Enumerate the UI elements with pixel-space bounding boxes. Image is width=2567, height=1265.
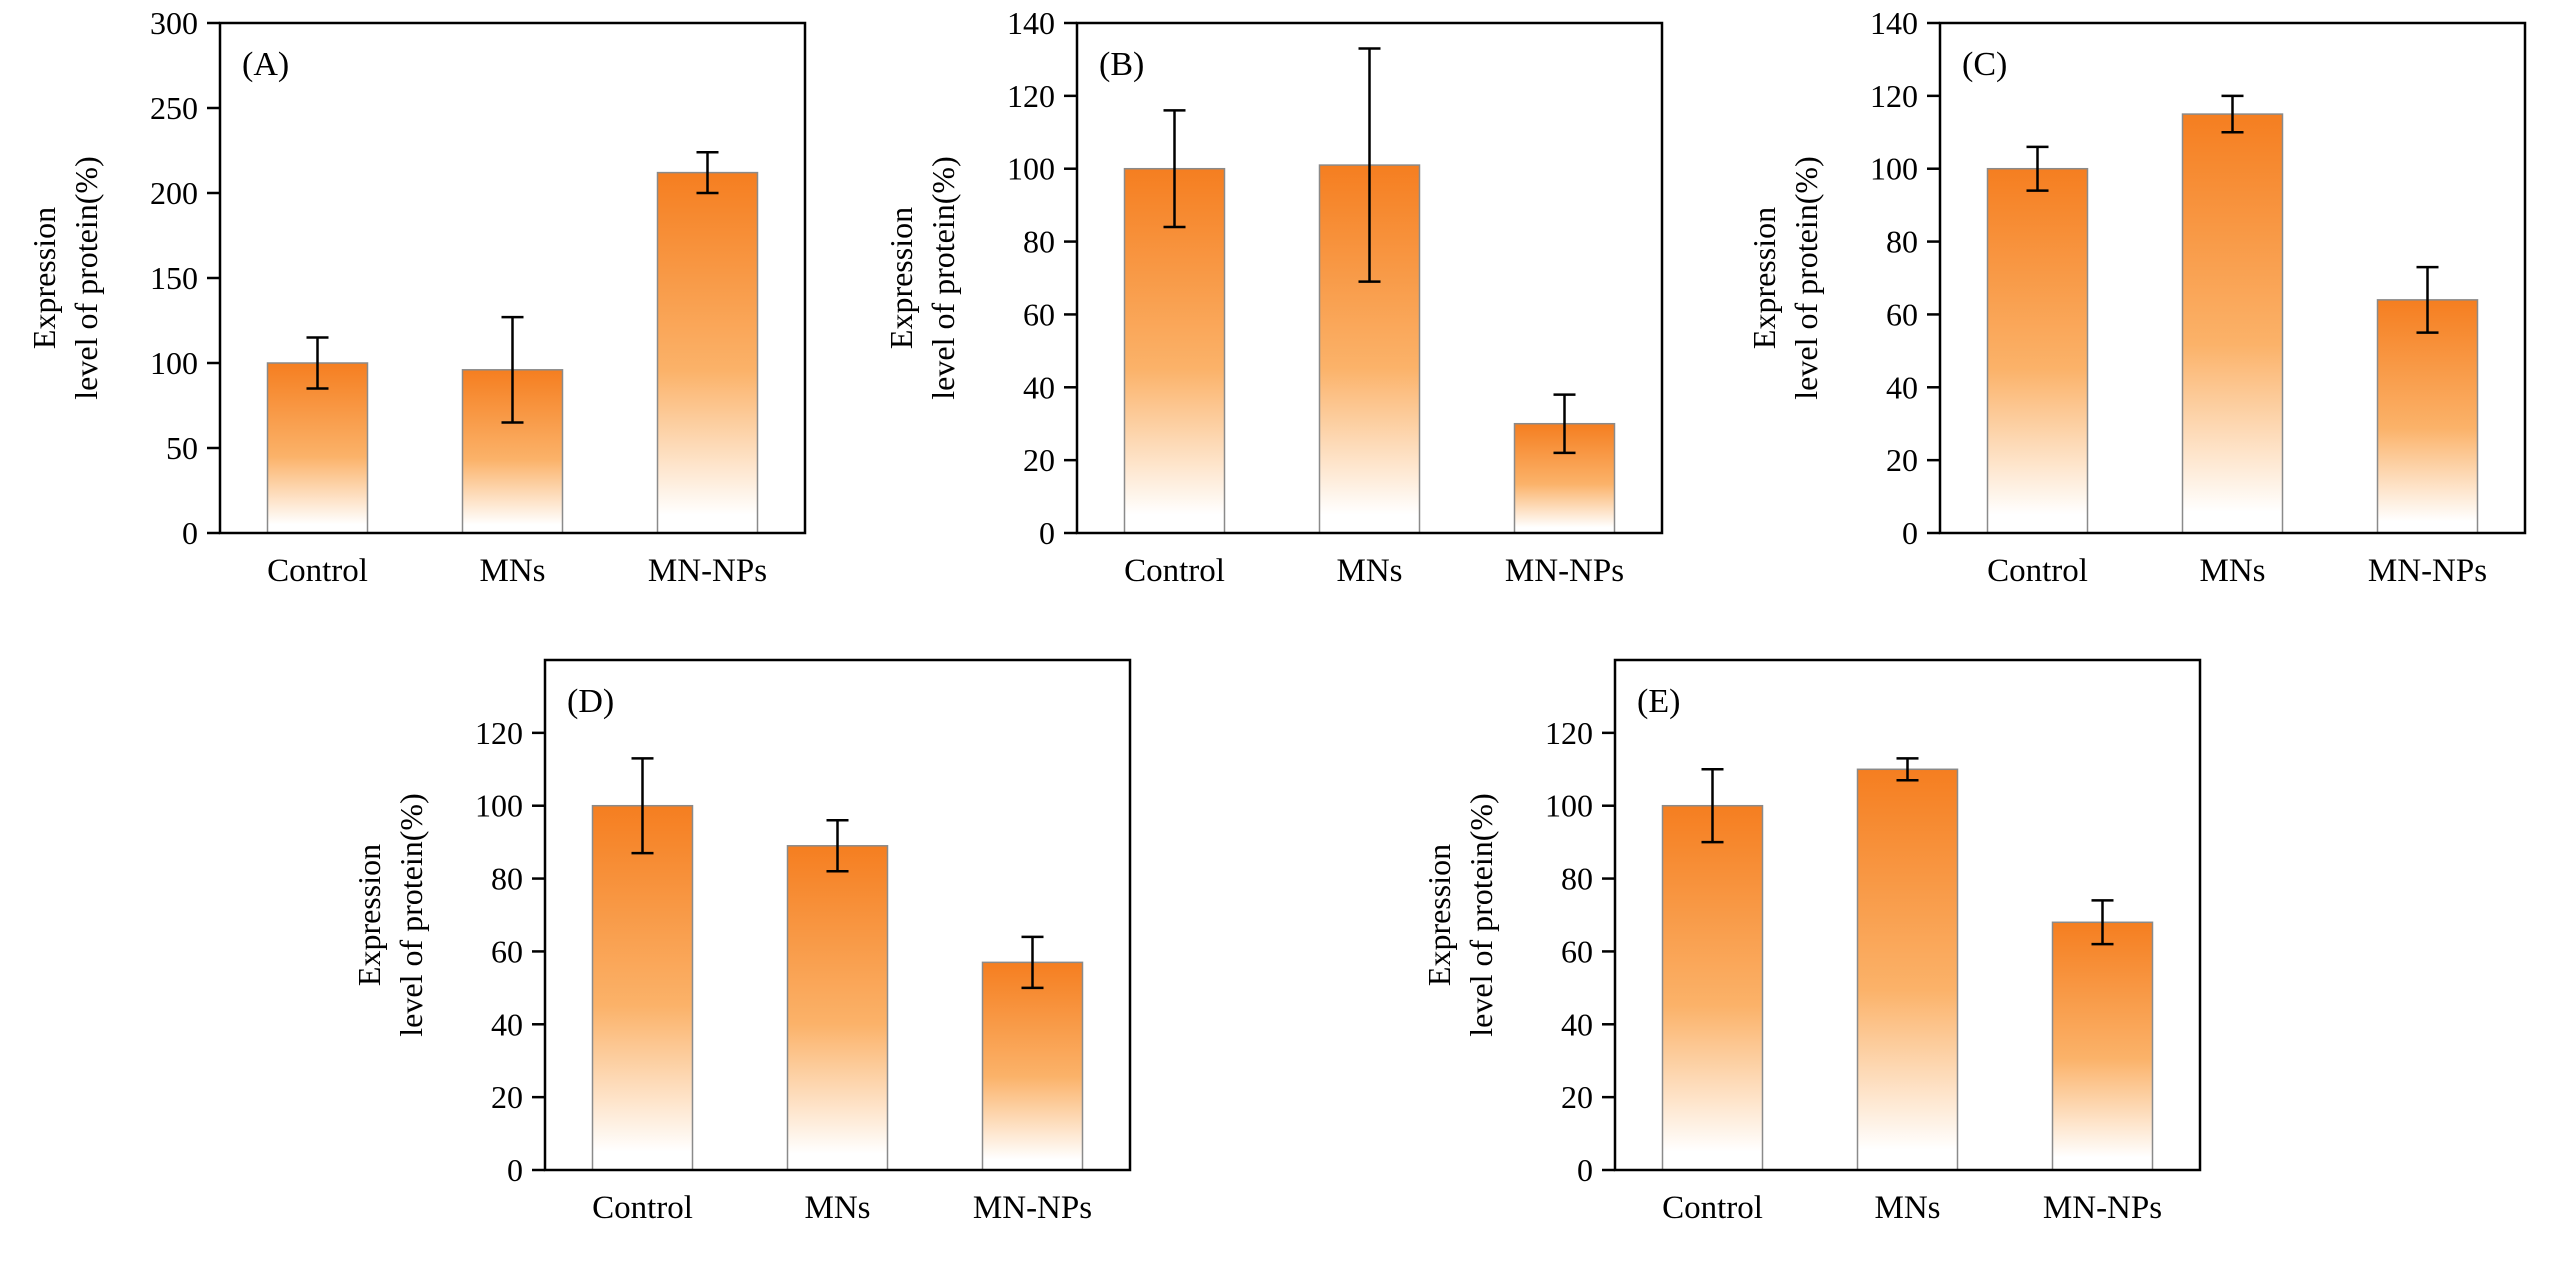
y-tick-label: 140: [1007, 8, 1055, 41]
y-tick-label: 100: [1545, 788, 1593, 824]
chart-panel-d: Control MNs MN-NPs 0 20 40 60 80 100 120 (D) Expres…: [330, 645, 1150, 1265]
panel-label: (E): [1637, 683, 1680, 720]
panel-label: (A): [242, 46, 289, 83]
x-category-label: Control: [592, 1190, 693, 1226]
y-tick-label: 250: [150, 90, 198, 126]
y-tick-label: 100: [150, 345, 198, 381]
bar: [981, 961, 1084, 1171]
chart-panel-c: Control MNs MN-NPs 0 20 40 60 80 100 120 140 (C) Exp…: [1725, 5, 2545, 628]
y-tick-label: 60: [491, 933, 523, 969]
x-category-label: MN-NPs: [2043, 1190, 2162, 1226]
bar: [2376, 299, 2479, 534]
y-axis-label-line1: Expression: [26, 207, 62, 349]
y-tick-label: 120: [1870, 78, 1918, 114]
chart-panel-a: Control MNs MN-NPs 0 50 100 150 200 250 300 (A) Exp…: [5, 5, 825, 628]
y-axis-label-line2: level of protein(%): [925, 156, 961, 399]
y-tick-label: 200: [150, 175, 198, 211]
plot-box: [1613, 658, 2202, 1172]
panel-label: (D): [567, 683, 614, 720]
y-axis-label-line1: Expression: [883, 207, 919, 349]
y-tick-label: 150: [150, 260, 198, 296]
panel-label: (B): [1099, 46, 1144, 83]
y-tick-label: 20: [491, 1079, 523, 1115]
chart-svg: Control MNs MN-NPs 0 20 40 60 80 100 120 (D) Expres…: [351, 658, 1132, 1226]
y-tick-label: 80: [1561, 861, 1593, 897]
y-tick-label: 120: [475, 715, 523, 751]
x-category-label: Control: [1124, 553, 1225, 589]
bar: [1856, 768, 1959, 1171]
bar: [266, 362, 369, 534]
y-tick-label: 80: [1023, 224, 1055, 260]
y-tick-label: 0: [507, 1152, 523, 1188]
x-category-label: MNs: [479, 553, 545, 589]
y-tick-label: 0: [1902, 515, 1918, 551]
chart-svg: Control MNs MN-NPs 0 20 40 60 80 100 120 (E) Expres…: [1421, 658, 2202, 1226]
y-tick-label: 40: [491, 1006, 523, 1042]
plot-box: [1075, 21, 1664, 535]
y-tick-label: 50: [166, 430, 198, 466]
y-tick-label: 120: [1545, 715, 1593, 751]
x-category-label: MNs: [804, 1190, 870, 1226]
y-tick-label: 100: [475, 788, 523, 824]
panel-label: (C): [1962, 46, 2007, 83]
bar: [1661, 804, 1764, 1171]
plot-box: [543, 658, 1132, 1172]
bar: [786, 845, 889, 1171]
chart-svg: Control MNs MN-NPs 0 20 40 60 80 100 120 140 (B) Exp…: [883, 5, 1664, 589]
y-tick-label: 40: [1886, 369, 1918, 405]
x-category-label: Control: [267, 553, 368, 589]
y-tick-label: 20: [1561, 1079, 1593, 1115]
y-tick-label: 0: [1577, 1152, 1593, 1188]
y-axis-label-line1: Expression: [351, 844, 387, 986]
y-tick-label: 20: [1886, 442, 1918, 478]
y-tick-label: 20: [1023, 442, 1055, 478]
y-tick-label: 100: [1870, 151, 1918, 187]
x-category-label: MN-NPs: [973, 1190, 1092, 1226]
y-tick-label: 0: [182, 515, 198, 551]
plot-box: [1938, 21, 2527, 535]
bar: [1986, 167, 2089, 534]
x-category-label: MNs: [1336, 553, 1402, 589]
y-tick-label: 80: [1886, 224, 1918, 260]
y-axis-label-line1: Expression: [1746, 207, 1782, 349]
y-tick-label: 80: [491, 861, 523, 897]
y-axis-label-line2: level of protein(%): [1788, 156, 1824, 399]
y-tick-label: 0: [1039, 515, 1055, 551]
chart-panel-b: Control MNs MN-NPs 0 20 40 60 80 100 120 140 (B) Exp…: [862, 5, 1682, 628]
chart-svg: Control MNs MN-NPs 0 50 100 150 200 250 300 (A) Exp…: [26, 5, 807, 589]
y-tick-label: 40: [1023, 369, 1055, 405]
x-category-label: MN-NPs: [2368, 553, 2487, 589]
y-axis-label-line2: level of protein(%): [1463, 793, 1499, 1036]
y-tick-label: 120: [1007, 78, 1055, 114]
y-tick-label: 60: [1023, 296, 1055, 332]
x-category-label: Control: [1662, 1190, 1763, 1226]
y-tick-label: 100: [1007, 151, 1055, 187]
y-axis-label-line1: Expression: [1421, 844, 1457, 986]
y-tick-label: 140: [1870, 8, 1918, 41]
x-category-label: MN-NPs: [648, 553, 767, 589]
y-tick-label: 60: [1886, 296, 1918, 332]
y-tick-label: 300: [150, 8, 198, 41]
x-category-label: MNs: [1874, 1190, 1940, 1226]
y-axis-label-line2: level of protein(%): [68, 156, 104, 399]
x-category-label: MNs: [2199, 553, 2265, 589]
y-tick-label: 60: [1561, 933, 1593, 969]
y-tick-label: 40: [1561, 1006, 1593, 1042]
bar: [591, 804, 694, 1171]
x-category-label: Control: [1987, 553, 2088, 589]
bar: [656, 171, 759, 534]
chart-svg: Control MNs MN-NPs 0 20 40 60 80 100 120 140 (C) Exp…: [1746, 5, 2527, 589]
y-axis-label-line2: level of protein(%): [393, 793, 429, 1036]
x-category-label: MN-NPs: [1505, 553, 1624, 589]
chart-panel-e: Control MNs MN-NPs 0 20 40 60 80 100 120 (E) Expres…: [1400, 645, 2220, 1265]
bar: [2181, 113, 2284, 534]
bar: [2051, 921, 2154, 1171]
